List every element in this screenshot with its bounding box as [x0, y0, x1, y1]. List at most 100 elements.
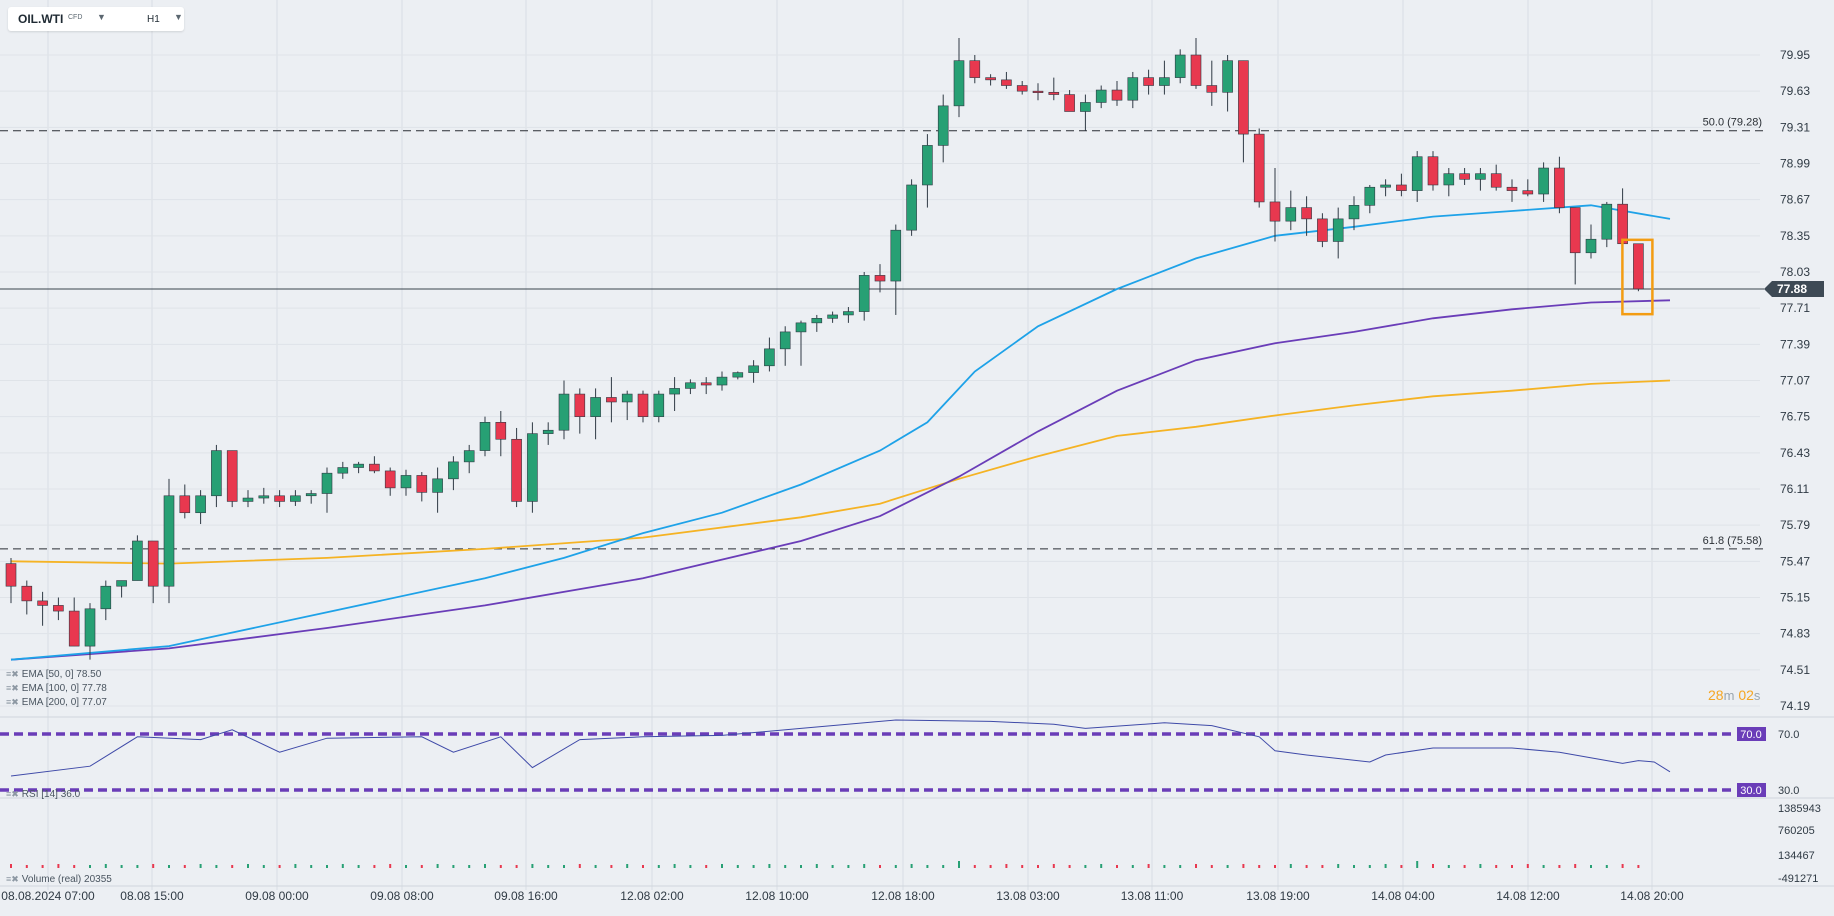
candle[interactable] [305, 490, 317, 504]
candle[interactable] [1048, 77, 1060, 101]
candle[interactable] [1443, 168, 1455, 197]
candle[interactable] [1554, 156, 1565, 214]
candle[interactable] [1380, 179, 1391, 197]
indicator-label-volume[interactable]: ≡✖ Volume (real) 20355 [6, 874, 112, 885]
candle[interactable] [290, 490, 301, 506]
candle[interactable] [226, 450, 238, 508]
candle[interactable] [479, 416, 491, 457]
candle[interactable] [1364, 184, 1376, 214]
candle[interactable] [211, 444, 222, 508]
candle[interactable] [1222, 55, 1233, 112]
candle[interactable] [1601, 201, 1613, 248]
candle[interactable] [874, 264, 886, 293]
candle[interactable] [1633, 243, 1644, 292]
candle[interactable] [827, 311, 838, 323]
candle[interactable] [1269, 168, 1281, 242]
candle[interactable] [1617, 188, 1628, 248]
candle[interactable] [1490, 164, 1502, 191]
candle[interactable] [937, 94, 949, 163]
candle[interactable] [1506, 179, 1518, 202]
candle[interactable] [669, 377, 680, 412]
candle[interactable] [1585, 224, 1597, 259]
candle[interactable] [132, 535, 143, 581]
candle[interactable] [685, 379, 696, 395]
candle[interactable] [1317, 213, 1328, 248]
candle[interactable] [384, 467, 396, 496]
candle[interactable] [463, 444, 475, 474]
candle[interactable] [1396, 173, 1407, 197]
candle[interactable] [511, 427, 522, 508]
candle[interactable] [779, 326, 791, 366]
candle[interactable] [606, 377, 617, 423]
candle[interactable] [890, 224, 902, 315]
highlight-box[interactable] [1621, 238, 1654, 316]
candle[interactable] [906, 179, 917, 236]
settings-icon[interactable]: ≡✖ [6, 683, 19, 693]
indicator-label-rsi[interactable]: ≡✖ RSI [14] 36.0 [6, 789, 81, 800]
candle[interactable] [1332, 207, 1344, 259]
candle[interactable] [716, 371, 728, 391]
candle[interactable] [495, 411, 507, 457]
candle[interactable] [590, 388, 601, 440]
candle[interactable] [242, 490, 254, 508]
candle[interactable] [5, 557, 17, 604]
candle[interactable] [337, 461, 349, 479]
candle[interactable] [1064, 90, 1075, 112]
chevron-down-icon[interactable]: ▼ [97, 12, 106, 22]
candle[interactable] [1348, 196, 1360, 231]
candle[interactable] [100, 580, 112, 621]
candle[interactable] [1080, 94, 1091, 131]
candle[interactable] [1159, 60, 1170, 95]
candle[interactable] [953, 38, 965, 118]
candle[interactable] [922, 134, 933, 208]
settings-icon[interactable]: ≡✖ [6, 789, 19, 799]
candle[interactable] [764, 337, 775, 372]
candle[interactable] [1190, 38, 1202, 89]
candle[interactable] [985, 74, 996, 86]
candle[interactable] [732, 371, 744, 380]
candle[interactable] [1459, 168, 1470, 185]
candle[interactable] [37, 591, 48, 626]
settings-icon[interactable]: ≡✖ [6, 669, 19, 679]
settings-icon[interactable]: ≡✖ [6, 697, 19, 707]
symbol-name[interactable]: OIL.WTI [18, 12, 64, 26]
candle[interactable] [653, 390, 665, 423]
candle[interactable] [1032, 83, 1044, 101]
candle[interactable] [1253, 128, 1265, 208]
candle[interactable] [1206, 60, 1218, 106]
candle[interactable] [1127, 71, 1139, 109]
candle[interactable] [858, 272, 870, 321]
candle[interactable] [195, 490, 206, 525]
candle[interactable] [1095, 85, 1107, 109]
candle[interactable] [574, 388, 586, 434]
candle[interactable] [321, 467, 333, 513]
candle[interactable] [1475, 168, 1486, 191]
candle[interactable] [274, 490, 285, 508]
candle[interactable] [84, 603, 96, 660]
time-axis[interactable]: 08.08.2024 07:00 08.08 15:00 09.08 00:00 09… [1, 889, 1684, 903]
candle[interactable] [1427, 151, 1439, 191]
candle[interactable] [21, 580, 33, 615]
candle[interactable] [1174, 49, 1186, 84]
candle[interactable] [147, 540, 159, 604]
candle[interactable] [400, 469, 412, 496]
chevron-down-icon[interactable]: ▼ [174, 12, 183, 22]
symbol-selector[interactable]: OIL.WTI CFD ▼ H1 ▼ [8, 7, 184, 31]
price-axis[interactable]: 79.95 79.63 79.31 78.99 78.67 78.35 78.03 77.71… [1764, 48, 1824, 713]
indicator-label-ema50[interactable]: ≡✖ EMA [50, 0] 78.50 [6, 669, 102, 680]
candle[interactable] [621, 390, 633, 421]
candle[interactable] [1538, 162, 1549, 202]
candle[interactable] [795, 320, 807, 366]
candle[interactable] [416, 472, 428, 502]
candle[interactable] [258, 487, 270, 504]
settings-icon[interactable]: ≡✖ [6, 874, 19, 884]
candle[interactable] [1285, 190, 1297, 231]
indicator-label-ema200[interactable]: ≡✖ EMA [200, 0] 77.07 [6, 697, 107, 708]
candle[interactable] [542, 422, 554, 445]
candle[interactable] [843, 307, 854, 323]
candle[interactable] [353, 461, 364, 474]
candle[interactable] [969, 55, 981, 84]
candle[interactable] [1411, 151, 1423, 202]
candle[interactable] [700, 377, 712, 395]
candle[interactable] [1301, 196, 1312, 236]
